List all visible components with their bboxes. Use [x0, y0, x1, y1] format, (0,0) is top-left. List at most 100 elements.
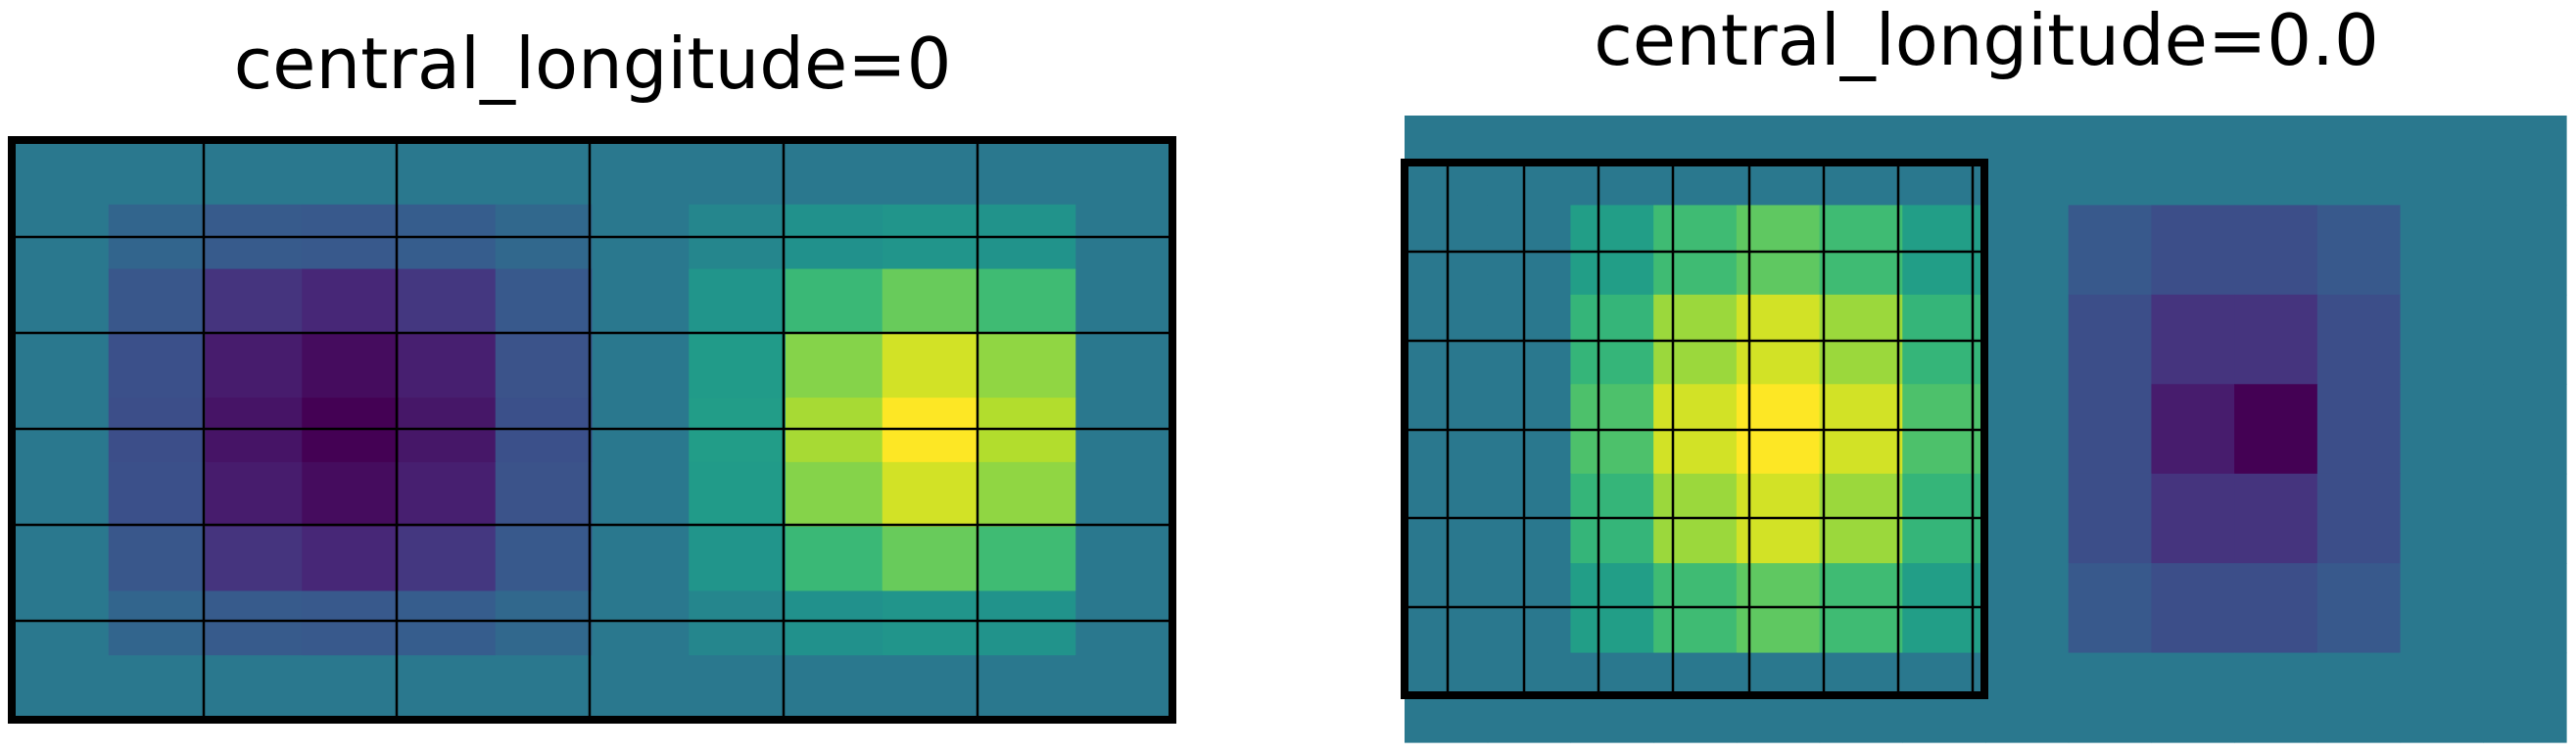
right-heatmap-cell	[1570, 205, 1654, 296]
left-heatmap-cell	[689, 655, 787, 721]
left-heatmap-cell	[882, 590, 980, 656]
left-heatmap-cell	[495, 526, 594, 592]
left-heatmap-cell	[689, 140, 787, 206]
left-heatmap-cell	[978, 590, 1076, 656]
right-heatmap-cell	[2483, 473, 2567, 564]
left-heatmap-cell	[205, 655, 303, 721]
left-heatmap-cell	[495, 140, 594, 206]
left-heatmap-cell	[12, 140, 110, 206]
left-heatmap-cell	[786, 461, 883, 528]
left-heatmap-cell	[786, 268, 883, 334]
right-heatmap-cell	[2316, 563, 2402, 654]
right-panel: central_longitude=0.0	[1401, 0, 2567, 743]
right-heatmap-cell	[2234, 652, 2318, 743]
left-heatmap-cell	[399, 398, 497, 463]
right-heatmap-cell	[2483, 116, 2567, 207]
left-heatmap-cell	[12, 398, 110, 463]
left-heatmap-cell	[1075, 398, 1173, 463]
left-heatmap-cell	[302, 461, 400, 528]
left-heatmap-cell	[882, 655, 980, 721]
right-heatmap-cell	[2234, 294, 2318, 385]
right-heatmap-cell	[1985, 294, 2070, 385]
left-heatmap-cell	[399, 526, 497, 592]
left-heatmap-cell	[495, 655, 594, 721]
left-heatmap-cell	[689, 268, 787, 334]
right-heatmap-cell	[2400, 473, 2484, 564]
left-heatmap-cell	[399, 333, 497, 399]
left-heatmap-cell	[1075, 140, 1173, 206]
left-heatmap-cell	[302, 333, 400, 399]
right-heatmap-cell	[2234, 205, 2318, 296]
left-heatmap-cell	[495, 461, 594, 528]
right-heatmap-cell	[2234, 116, 2318, 207]
right-heatmap-cell	[2316, 473, 2402, 564]
left-heatmap-cell	[882, 526, 980, 592]
left-heatmap-cell	[882, 398, 980, 463]
right-heatmap-cell	[2234, 473, 2318, 564]
right-heatmap-cell	[2316, 384, 2402, 475]
left-heatmap-cell	[592, 398, 690, 463]
left-heatmap-cell	[205, 590, 303, 656]
left-heatmap-cell	[882, 461, 980, 528]
right-heatmap-cell	[2151, 384, 2235, 475]
right-heatmap-cell	[2068, 294, 2153, 385]
left-heatmap-cell	[108, 268, 207, 334]
left-heatmap-cell	[1075, 333, 1173, 399]
left-heatmap-cell	[108, 398, 207, 463]
left-heatmap-cell	[12, 333, 110, 399]
left-heatmap-cell	[882, 268, 980, 334]
right-heatmap-cell	[2316, 294, 2402, 385]
left-heatmap-cell	[978, 268, 1076, 334]
right-heatmap-cell	[2483, 652, 2567, 743]
right-heatmap-cell	[2483, 294, 2567, 385]
right-heatmap-cell	[2400, 563, 2484, 654]
left-heatmap-cell	[786, 333, 883, 399]
left-heatmap-cell	[205, 333, 303, 399]
left-heatmap-cell	[205, 140, 303, 206]
left-heatmap-cell	[12, 655, 110, 721]
right-heatmap-cell	[2400, 384, 2484, 475]
left-heatmap-cell	[786, 140, 883, 206]
left-heatmap-cell	[592, 526, 690, 592]
left-gridlines	[12, 140, 1172, 720]
right-heatmap-cell	[2151, 652, 2235, 743]
left-heatmap-cell	[302, 140, 400, 206]
right-heatmap-cell	[1405, 205, 1489, 296]
left-heatmap-cell	[495, 590, 594, 656]
right-heatmap-cell	[2400, 116, 2484, 207]
left-heatmap-cell	[302, 655, 400, 721]
left-heatmap-cell	[108, 590, 207, 656]
left-heatmap-cell	[978, 140, 1076, 206]
right-heatmap-cell	[2483, 384, 2567, 475]
left-heatmap	[12, 140, 1173, 721]
left-heatmap-cell	[786, 526, 883, 592]
left-heatmap-cell	[108, 526, 207, 592]
left-heatmap-cell	[108, 461, 207, 528]
left-title: central_longitude=0	[234, 23, 952, 105]
left-map-frame	[8, 136, 1176, 724]
left-heatmap-cell	[592, 590, 690, 656]
left-heatmap-cell	[399, 140, 497, 206]
left-heatmap-cell	[689, 590, 787, 656]
right-heatmap-cell	[2068, 652, 2153, 743]
right-heatmap-cell	[2483, 205, 2567, 296]
left-heatmap-cell	[399, 655, 497, 721]
left-heatmap-cell	[12, 590, 110, 656]
left-heatmap-cell	[495, 333, 594, 399]
right-heatmap-cell	[2234, 384, 2318, 475]
right-heatmap-cell	[1819, 205, 1903, 296]
left-heatmap-cell	[495, 398, 594, 463]
left-heatmap-cell	[1075, 526, 1173, 592]
right-heatmap-cell	[2151, 563, 2235, 654]
right-heatmap-cell	[2400, 205, 2484, 296]
left-heatmap-cell	[592, 268, 690, 334]
left-heatmap-cell	[592, 461, 690, 528]
left-heatmap-cell	[205, 461, 303, 528]
right-heatmap-cell	[2400, 652, 2484, 743]
left-heatmap-cell	[882, 140, 980, 206]
right-heatmap-cell	[2068, 384, 2153, 475]
left-heatmap-cell	[495, 268, 594, 334]
right-heatmap-cell	[2068, 205, 2153, 296]
left-heatmap-cell	[978, 333, 1076, 399]
left-heatmap-cell	[1075, 268, 1173, 334]
